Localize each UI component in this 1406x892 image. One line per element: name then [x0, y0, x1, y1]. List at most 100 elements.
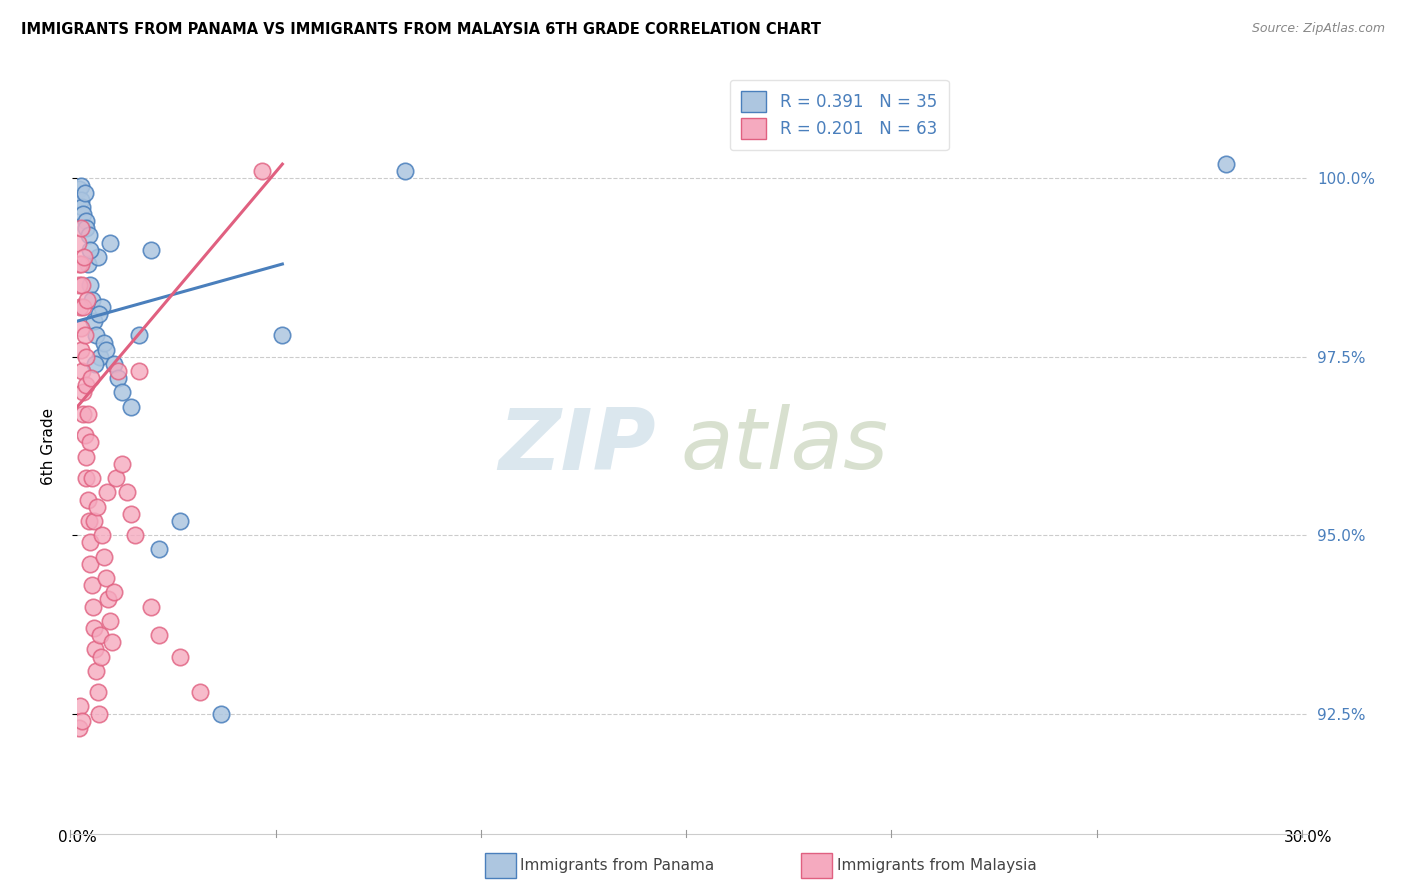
Point: [73, 250, 96, 264]
Point: [83, 514, 105, 528]
Point: [80, 293, 103, 307]
Point: [76, 407, 98, 421]
Point: [148, 628, 170, 642]
Point: [115, 485, 138, 500]
Point: [105, 471, 128, 485]
Point: [169, 514, 191, 528]
Point: [93, 549, 115, 564]
Point: [79, 535, 101, 549]
Point: [69, 178, 91, 193]
Point: [70, 278, 93, 293]
Point: [90, 528, 114, 542]
Point: [72, 207, 94, 221]
Point: [107, 364, 129, 378]
Point: [98, 235, 121, 250]
Point: [141, 599, 163, 614]
Point: [72, 385, 94, 400]
Point: [75, 350, 97, 364]
Point: [77, 514, 100, 528]
Point: [93, 335, 115, 350]
Legend: R = 0.391   N = 35, R = 0.201   N = 63: R = 0.391 N = 35, R = 0.201 N = 63: [730, 79, 949, 151]
Point: [83, 314, 105, 328]
Point: [96, 485, 118, 500]
Point: [84, 664, 107, 678]
Point: [87, 685, 110, 699]
Point: [124, 528, 146, 542]
Point: [75, 378, 97, 392]
Point: [72, 407, 94, 421]
Point: [67, 257, 90, 271]
Text: IMMIGRANTS FROM PANAMA VS IMMIGRANTS FROM MALAYSIA 6TH GRADE CORRELATION CHART: IMMIGRANTS FROM PANAMA VS IMMIGRANTS FRO…: [21, 22, 821, 37]
Point: [83, 642, 105, 657]
Point: [79, 557, 101, 571]
Point: [67, 721, 90, 735]
Point: [73, 186, 96, 200]
Point: [128, 364, 150, 378]
Point: [103, 585, 125, 599]
Point: [271, 328, 294, 343]
Point: [70, 257, 93, 271]
Point: [69, 300, 91, 314]
Point: [148, 542, 170, 557]
Point: [103, 357, 125, 371]
Point: [94, 343, 117, 357]
Point: [75, 214, 97, 228]
Point: [87, 250, 110, 264]
Point: [75, 471, 97, 485]
Text: Source: ZipAtlas.com: Source: ZipAtlas.com: [1251, 22, 1385, 36]
Point: [67, 278, 90, 293]
Point: [79, 435, 101, 450]
Point: [98, 614, 121, 628]
Point: [97, 592, 120, 607]
Point: [67, 182, 90, 196]
Point: [70, 200, 93, 214]
Text: ZIP: ZIP: [498, 404, 655, 488]
Point: [209, 706, 232, 721]
Point: [169, 649, 191, 664]
Point: [394, 164, 416, 178]
Point: [1215, 157, 1237, 171]
Point: [128, 328, 150, 343]
Point: [111, 457, 134, 471]
Point: [120, 507, 142, 521]
Text: Immigrants from Malaysia: Immigrants from Malaysia: [837, 858, 1036, 872]
Point: [188, 685, 212, 699]
Point: [67, 235, 90, 250]
Point: [70, 714, 93, 728]
Text: atlas: atlas: [681, 404, 889, 488]
Point: [76, 492, 98, 507]
Point: [70, 364, 93, 378]
Point: [76, 257, 98, 271]
Point: [70, 343, 93, 357]
Point: [69, 221, 91, 235]
Point: [250, 164, 273, 178]
Point: [72, 300, 94, 314]
Point: [83, 621, 105, 635]
Point: [86, 500, 108, 514]
Point: [77, 228, 100, 243]
Y-axis label: 6th Grade: 6th Grade: [42, 408, 56, 484]
Text: Immigrants from Panama: Immigrants from Panama: [520, 858, 714, 872]
Point: [111, 385, 134, 400]
Point: [94, 571, 117, 585]
Point: [69, 321, 91, 335]
Point: [75, 450, 97, 464]
Point: [89, 350, 111, 364]
Point: [79, 278, 101, 293]
Point: [76, 293, 98, 307]
Point: [90, 300, 114, 314]
Point: [70, 193, 93, 207]
Point: [73, 328, 96, 343]
Point: [120, 400, 142, 414]
Point: [73, 428, 96, 442]
Point: [80, 471, 103, 485]
Point: [80, 371, 103, 385]
Point: [69, 699, 91, 714]
Point: [87, 307, 110, 321]
Point: [141, 243, 163, 257]
Point: [75, 221, 97, 235]
Point: [101, 635, 124, 649]
Point: [89, 628, 111, 642]
Point: [84, 328, 107, 343]
Point: [80, 578, 103, 592]
